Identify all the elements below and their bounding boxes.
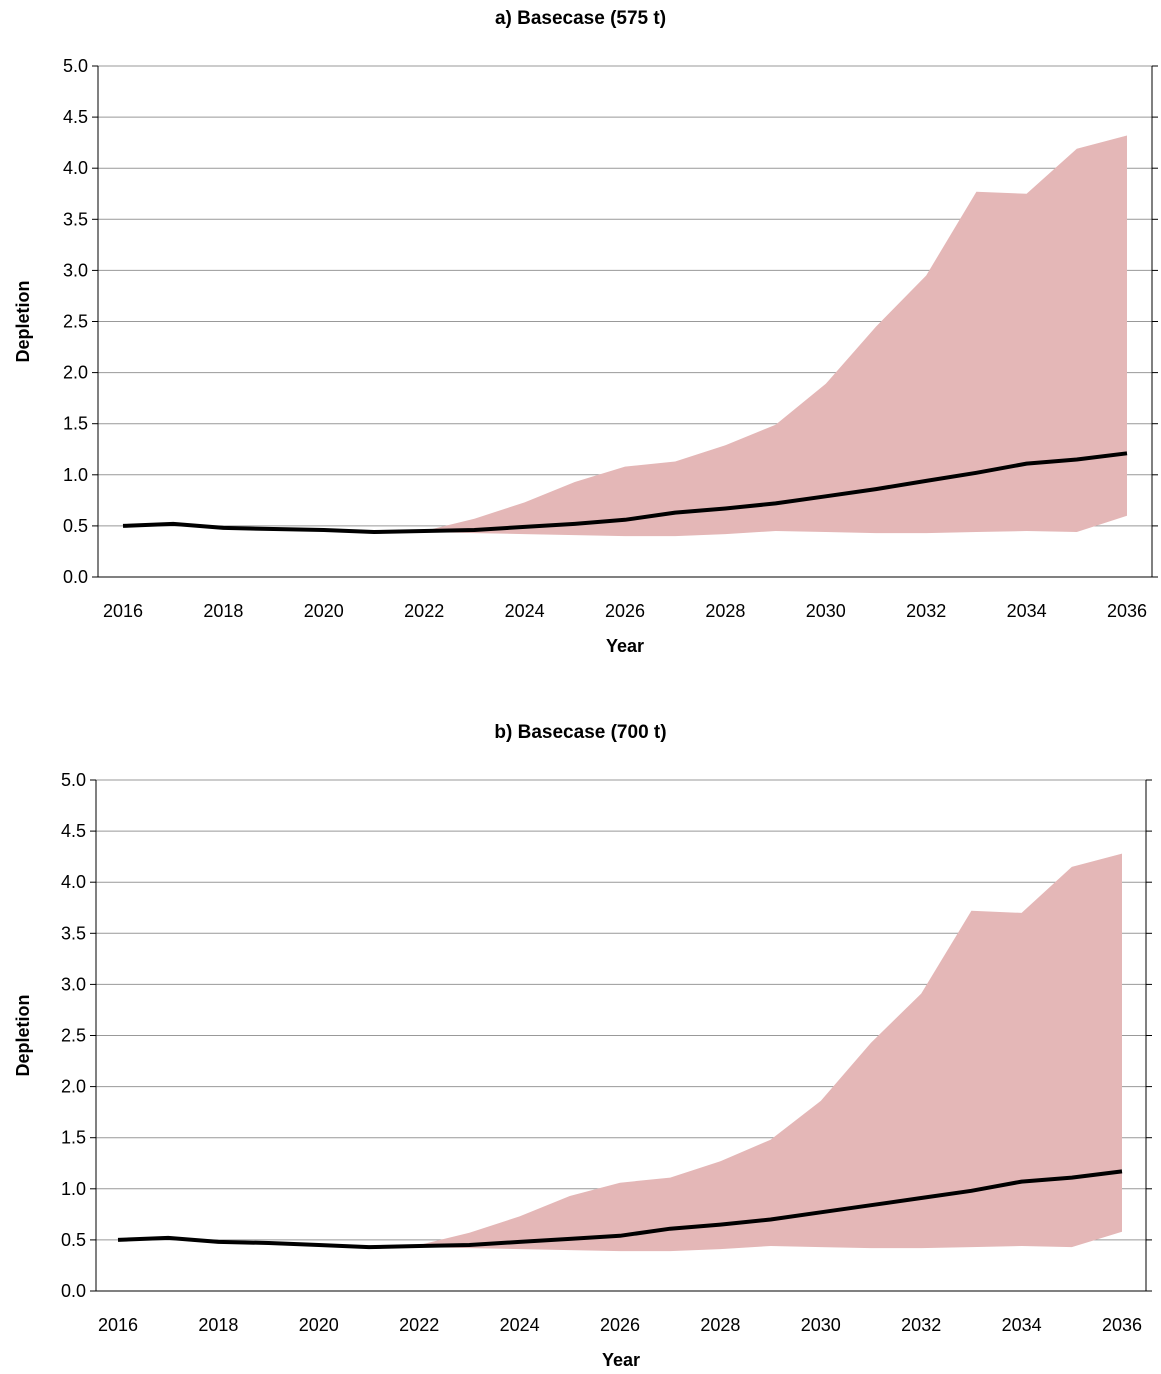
- x-tick-label: 2018: [203, 601, 243, 621]
- x-tick-label: 2022: [399, 1315, 439, 1335]
- y-axis-label: Depletion: [13, 280, 33, 362]
- x-tick-label: 2026: [600, 1315, 640, 1335]
- x-tick-label: 2032: [901, 1315, 941, 1335]
- y-tick-label: 2.5: [61, 1026, 86, 1046]
- x-tick-label: 2024: [505, 601, 545, 621]
- y-tick-label: 0.0: [61, 1281, 86, 1301]
- x-tick-label: 2018: [198, 1315, 238, 1335]
- y-tick-label: 0.5: [63, 516, 88, 536]
- y-tick-label: 3.5: [61, 923, 86, 943]
- x-tick-label: 2036: [1107, 601, 1147, 621]
- x-tick-label: 2030: [806, 601, 846, 621]
- chart-b-plot: 0.0 0.5 1.0 1.5 2.0 2.5 3.0 3.5 4.0 4.5 5.0 2016 201…: [13, 770, 1152, 1370]
- chart-title: a) Basecase (575 t): [494, 8, 667, 29]
- x-tick-label: 2028: [705, 601, 745, 621]
- x-tick-label: 2026: [605, 601, 645, 621]
- median-line: [122, 451, 1128, 534]
- x-tick-label: 2020: [299, 1315, 339, 1335]
- chart-a: a) Basecase (575 t) 0.0 0.5 1.0 1.5 2.0 2.5 3.…: [0, 0, 1161, 680]
- y-tick-label: 5.0: [61, 770, 86, 790]
- x-tick-label: 2016: [98, 1315, 138, 1335]
- y-tick-label: 1.0: [63, 465, 88, 485]
- y-tick-label: 4.5: [61, 821, 86, 841]
- y-tick-label: 1.0: [61, 1179, 86, 1199]
- x-tick-label: 2034: [1002, 1315, 1042, 1335]
- x-tick-label: 2028: [700, 1315, 740, 1335]
- median-line: [117, 1169, 1123, 1250]
- x-tick-label: 2034: [1007, 601, 1047, 621]
- x-tick-label: 2024: [500, 1315, 540, 1335]
- uncertainty-band: [118, 853, 1122, 1252]
- chart-title: b) Basecase (700 t): [494, 722, 667, 743]
- y-tick-label: 0.0: [63, 567, 88, 587]
- y-tick-label: 1.5: [63, 414, 88, 434]
- y-tick-label: 0.5: [61, 1230, 86, 1250]
- y-tick-label: 4.5: [63, 107, 88, 127]
- x-tick-label: 2020: [304, 601, 344, 621]
- y-tick-label: 2.5: [63, 312, 88, 332]
- x-tick-label: 2032: [906, 601, 946, 621]
- y-tick-label: 3.0: [61, 974, 86, 994]
- y-tick-label: 2.0: [63, 363, 88, 383]
- x-axis-label: Year: [606, 636, 644, 656]
- y-tick-label: 1.5: [61, 1128, 86, 1148]
- y-tick-label: 5.0: [63, 56, 88, 76]
- y-tick-label: 4.0: [61, 872, 86, 892]
- y-tick-label: 4.0: [63, 158, 88, 178]
- uncertainty-band: [123, 135, 1127, 537]
- x-tick-label: 2036: [1102, 1315, 1142, 1335]
- y-tick-label: 2.0: [61, 1077, 86, 1097]
- y-axis-label: Depletion: [13, 994, 33, 1076]
- chart-b: b) Basecase (700 t) 0.0 0.5 1.0 1.5 2.0 2.5 3.…: [0, 712, 1161, 1374]
- x-tick-label: 2022: [404, 601, 444, 621]
- y-tick-label: 3.5: [63, 209, 88, 229]
- chart-a-plot: 0.0 0.5 1.0 1.5 2.0 2.5 3.0 3.5 4.0 4.5 5.0 2016 201…: [13, 56, 1158, 656]
- x-tick-label: 2016: [103, 601, 143, 621]
- y-tick-label: 3.0: [63, 260, 88, 280]
- x-axis-label: Year: [602, 1350, 640, 1370]
- x-tick-label: 2030: [801, 1315, 841, 1335]
